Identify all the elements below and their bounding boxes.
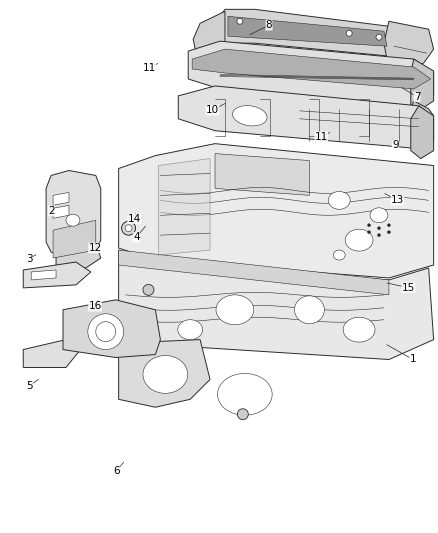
Text: 1: 1 — [410, 354, 416, 364]
Ellipse shape — [233, 106, 267, 126]
Ellipse shape — [178, 320, 203, 340]
Circle shape — [367, 224, 371, 227]
Polygon shape — [53, 220, 96, 258]
Polygon shape — [23, 262, 91, 288]
Ellipse shape — [294, 296, 324, 324]
Circle shape — [237, 18, 243, 25]
Polygon shape — [53, 192, 69, 205]
Circle shape — [388, 224, 390, 227]
Polygon shape — [56, 243, 101, 270]
Polygon shape — [192, 49, 431, 89]
Circle shape — [125, 225, 132, 232]
Text: 15: 15 — [402, 282, 415, 293]
Text: 2: 2 — [48, 206, 55, 216]
Polygon shape — [210, 10, 414, 56]
Ellipse shape — [328, 191, 350, 209]
Polygon shape — [215, 154, 309, 196]
Polygon shape — [119, 144, 434, 278]
Text: 9: 9 — [392, 140, 399, 150]
Polygon shape — [23, 340, 79, 367]
Circle shape — [143, 285, 154, 295]
Circle shape — [237, 409, 248, 419]
Text: 11: 11 — [314, 132, 328, 142]
Ellipse shape — [218, 374, 272, 415]
Ellipse shape — [143, 356, 188, 393]
Circle shape — [267, 20, 273, 26]
Polygon shape — [63, 300, 160, 358]
Polygon shape — [188, 41, 434, 106]
Text: 10: 10 — [206, 105, 219, 115]
Polygon shape — [159, 158, 210, 255]
Polygon shape — [53, 205, 69, 218]
Polygon shape — [411, 101, 434, 121]
Circle shape — [122, 221, 135, 235]
Polygon shape — [178, 86, 434, 149]
Polygon shape — [119, 250, 434, 360]
Ellipse shape — [216, 295, 254, 325]
Circle shape — [388, 231, 390, 233]
Polygon shape — [119, 330, 210, 407]
Text: 4: 4 — [133, 232, 140, 243]
Ellipse shape — [333, 250, 345, 260]
Circle shape — [376, 34, 382, 40]
Polygon shape — [411, 106, 434, 158]
Text: 7: 7 — [414, 92, 420, 102]
Text: 5: 5 — [26, 381, 33, 391]
Text: 14: 14 — [127, 214, 141, 224]
Circle shape — [367, 231, 371, 233]
Circle shape — [378, 227, 381, 230]
Text: 3: 3 — [26, 254, 33, 263]
Ellipse shape — [370, 208, 388, 223]
Polygon shape — [228, 17, 387, 46]
Ellipse shape — [345, 229, 373, 251]
Polygon shape — [193, 11, 225, 53]
Text: 8: 8 — [266, 20, 272, 30]
Text: 16: 16 — [88, 301, 102, 311]
Ellipse shape — [66, 214, 80, 226]
Text: 11: 11 — [143, 63, 156, 72]
Polygon shape — [411, 59, 434, 111]
Text: 13: 13 — [391, 195, 404, 205]
Text: 6: 6 — [113, 466, 120, 475]
Polygon shape — [46, 171, 101, 258]
Circle shape — [346, 30, 352, 36]
Polygon shape — [384, 21, 434, 69]
Ellipse shape — [343, 317, 375, 342]
Polygon shape — [31, 270, 56, 280]
Circle shape — [96, 322, 116, 342]
Circle shape — [88, 314, 124, 350]
Polygon shape — [119, 250, 389, 295]
Text: 12: 12 — [88, 243, 102, 253]
Circle shape — [378, 233, 381, 237]
